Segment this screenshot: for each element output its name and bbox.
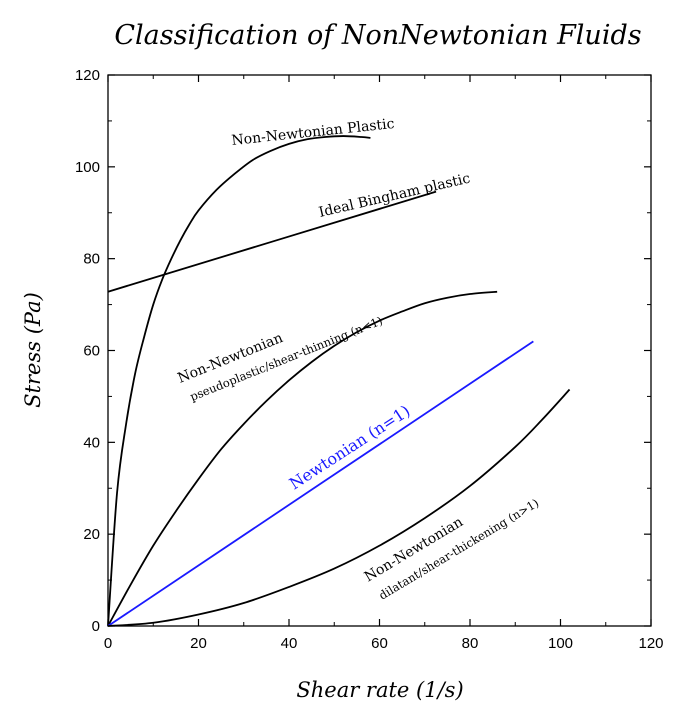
y-tick-label: 40 bbox=[83, 434, 100, 451]
curve-newtonian bbox=[107, 340, 534, 627]
y-tick-label: 60 bbox=[83, 343, 100, 360]
curve-dilatant bbox=[107, 388, 571, 627]
y-axis-label: Stress (Pa) bbox=[21, 292, 45, 408]
label-nonnewtonian-plastic: Non-Newtonian Plastic bbox=[231, 116, 396, 149]
x-tick-label: 120 bbox=[638, 635, 663, 652]
x-axis-label: Shear rate (1/s) bbox=[296, 678, 463, 702]
curves bbox=[107, 135, 571, 627]
chart-title: Classification of NonNewtonian Fluids bbox=[114, 20, 641, 51]
x-tick-label: 0 bbox=[104, 635, 112, 652]
y-tick-label: 0 bbox=[92, 618, 100, 635]
x-tick-label: 60 bbox=[371, 635, 388, 652]
x-tick-label: 100 bbox=[548, 635, 573, 652]
x-tick-label: 40 bbox=[281, 635, 298, 652]
x-tick-label: 20 bbox=[190, 635, 207, 652]
axis-tick-labels: 0 20 40 60 80 100 120 0 20 40 60 80 100 120 bbox=[75, 67, 664, 652]
y-tick-label: 80 bbox=[83, 251, 100, 268]
curve-nonnewtonian-plastic bbox=[107, 135, 371, 627]
x-tick-label: 80 bbox=[462, 635, 479, 652]
label-newtonian: Newtonian (n=1) bbox=[286, 401, 414, 493]
curve-ideal-bingham-plastic bbox=[107, 190, 437, 293]
axis-ticks bbox=[107, 74, 652, 627]
y-tick-label: 20 bbox=[83, 526, 100, 543]
label-ideal-bingham-plastic: Ideal Bingham plastic bbox=[317, 170, 472, 220]
plot-frame bbox=[107, 74, 652, 627]
curve-pseudoplastic bbox=[107, 290, 498, 627]
y-tick-label: 120 bbox=[75, 67, 100, 84]
y-tick-label: 100 bbox=[75, 159, 100, 176]
